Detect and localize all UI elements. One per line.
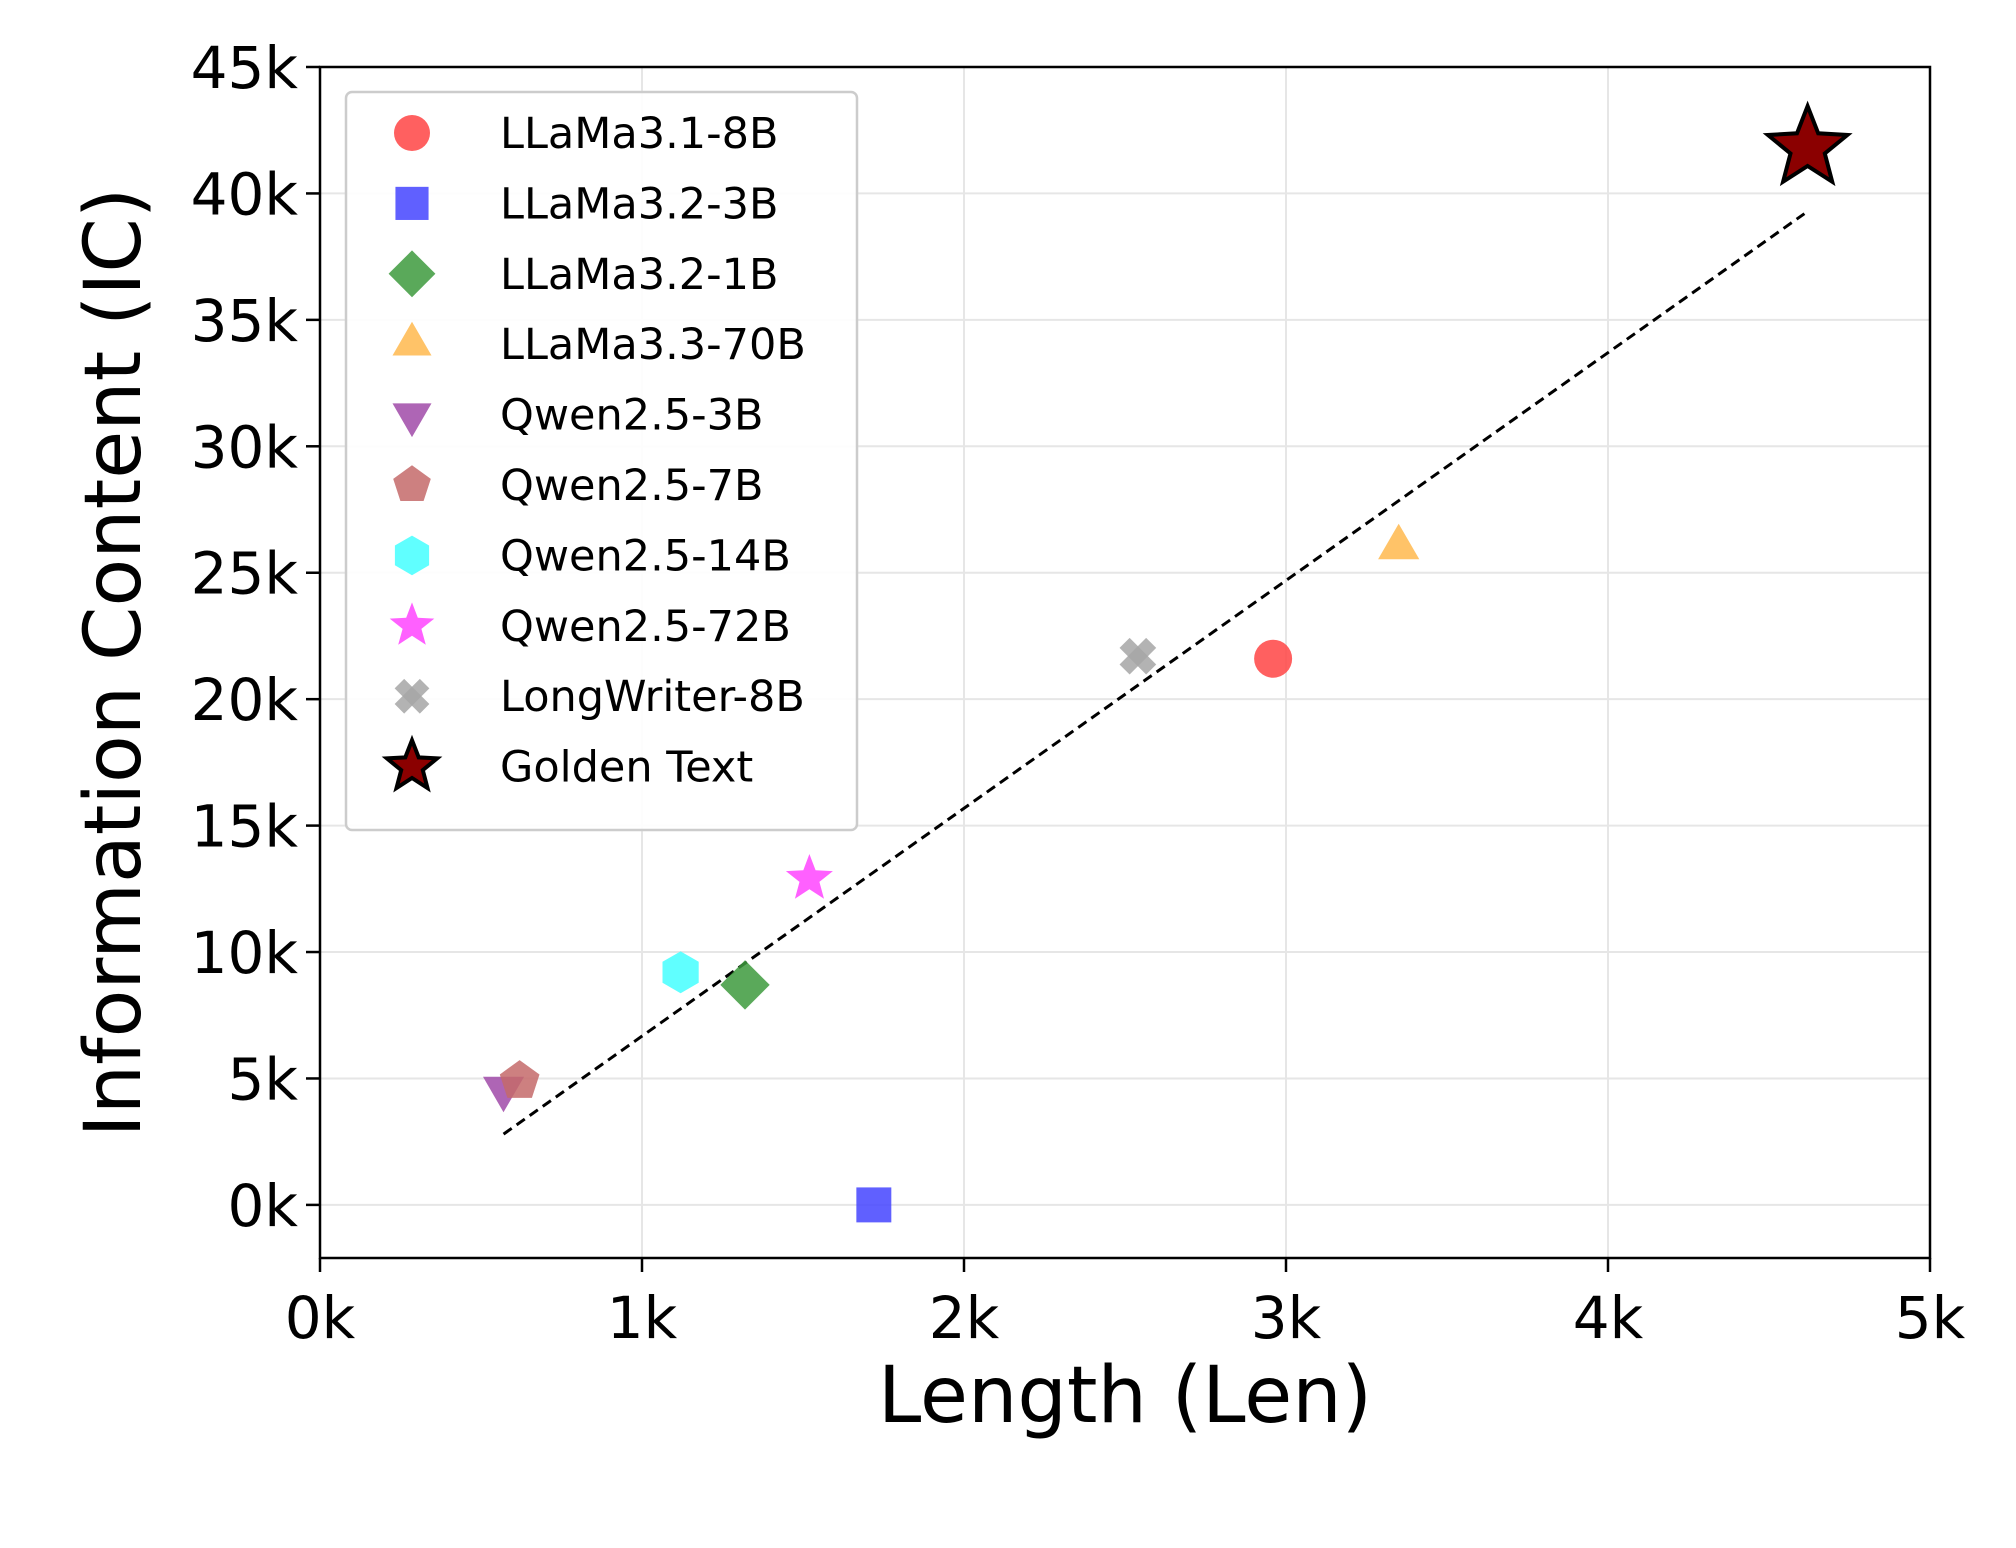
legend-label: LLaMa3.2-3B bbox=[500, 179, 778, 229]
data-point bbox=[662, 951, 699, 994]
trendline-group bbox=[502, 212, 1806, 1136]
y-tick-label: 10k bbox=[191, 919, 299, 987]
legend-label: Qwen2.5-72B bbox=[500, 602, 791, 652]
legend-marker bbox=[392, 403, 432, 438]
y-tick-label: 25k bbox=[191, 540, 299, 608]
x-axis-label: Length (Len) bbox=[878, 1351, 1372, 1441]
x-tick-label: 3k bbox=[1251, 1284, 1322, 1352]
x-tick-label: 5k bbox=[1895, 1284, 1966, 1352]
x-tick-label: 0k bbox=[285, 1284, 356, 1352]
legend-marker bbox=[394, 115, 430, 151]
legend-marker bbox=[392, 321, 432, 356]
legend-marker bbox=[395, 186, 429, 220]
data-point bbox=[1254, 639, 1293, 678]
axis-ticks: 0k 1k 2k 3k 4k 5k 0k 5k 10k 15k 20k 25k 30k 35k 40k 45k bbox=[191, 34, 1966, 1352]
legend-marker bbox=[388, 250, 436, 298]
legend-marker bbox=[394, 678, 430, 714]
plot-frame bbox=[318, 65, 1932, 1260]
data-point bbox=[856, 1187, 892, 1223]
y-tick-label: 35k bbox=[191, 287, 299, 355]
y-tick-label: 20k bbox=[191, 666, 299, 734]
x-marker-stroke bbox=[1119, 637, 1157, 675]
legend-label: Golden Text bbox=[500, 743, 753, 793]
data-point bbox=[1378, 523, 1420, 560]
data-point bbox=[499, 1060, 540, 1098]
y-tick-label: 0k bbox=[228, 1172, 299, 1240]
x-marker-stroke bbox=[394, 678, 430, 714]
x-tick-label: 2k bbox=[929, 1284, 1000, 1352]
legend-marker bbox=[394, 535, 430, 576]
y-axis-label: Information Content (IC) bbox=[69, 188, 159, 1138]
legend-label: LLaMa3.3-70B bbox=[500, 320, 806, 370]
legend-marker bbox=[389, 602, 435, 645]
data-point bbox=[1762, 100, 1853, 187]
x-tick-label: 4k bbox=[1573, 1284, 1644, 1352]
legend-label: LLaMa3.1-8B bbox=[500, 109, 778, 159]
data-points bbox=[483, 100, 1853, 1223]
y-tick-label: 45k bbox=[191, 34, 299, 102]
trendline bbox=[502, 212, 1806, 1136]
y-tick-label: 5k bbox=[228, 1045, 299, 1113]
y-tick-label: 40k bbox=[191, 160, 299, 228]
legend-box bbox=[344, 90, 859, 832]
legend-marker bbox=[381, 734, 443, 793]
x-tick-label: 1k bbox=[607, 1284, 678, 1352]
legend-label: Qwen2.5-3B bbox=[500, 391, 763, 441]
data-point bbox=[785, 854, 833, 899]
y-tick-label: 15k bbox=[191, 793, 299, 861]
legend-label: Qwen2.5-14B bbox=[500, 531, 791, 581]
data-point bbox=[1119, 637, 1157, 675]
legend-label: LongWriter-8B bbox=[500, 672, 805, 722]
y-tick-label: 30k bbox=[191, 413, 299, 481]
legend: LLaMa3.1-8B LLaMa3.2-3B LLaMa3.2-1B LLaMa3.… bbox=[344, 90, 859, 832]
legend-label: Qwen2.5-7B bbox=[500, 461, 763, 511]
legend-label: LLaMa3.2-1B bbox=[500, 250, 778, 300]
data-point bbox=[720, 960, 770, 1010]
legend-marker bbox=[393, 465, 431, 501]
